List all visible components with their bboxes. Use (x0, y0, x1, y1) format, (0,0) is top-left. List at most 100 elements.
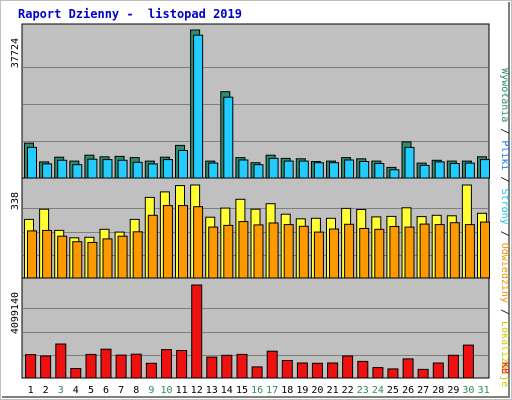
bar-odwiedziny-day-31 (480, 221, 490, 279)
bar-kb-day-22 (342, 355, 354, 379)
bar-odwiedziny-day-22 (344, 223, 355, 279)
x-axis-day-labels: 1 2 3 4 5 6 7 8 9 10 11 12 13 14 15 16 17 18 19 20 21 22 23 24 2… (28, 385, 490, 396)
bar-kb-day-24 (372, 367, 384, 379)
bar-odwiedziny-day-10 (162, 205, 173, 279)
bar-pliki-day-11 (178, 150, 188, 179)
bar-pliki-day-16 (253, 164, 264, 179)
legend-sites: Lokalizacje (499, 321, 510, 387)
bar-kb-day-18 (281, 360, 293, 379)
bar-odwiedziny-day-12 (193, 206, 204, 279)
bar-kb-day-9 (145, 362, 157, 379)
bar-pliki-day-10 (162, 159, 173, 179)
bars-traffic (25, 284, 474, 379)
tick-label-day-22: 22 (342, 385, 354, 396)
tick-label-day-11: 11 (176, 385, 188, 396)
tick-label-day-16: 16 (251, 385, 263, 396)
bar-kb-day-8 (130, 353, 142, 379)
bar-pliki-day-29 (449, 163, 460, 179)
bar-kb-day-21 (327, 362, 339, 379)
bar-kb-day-14 (221, 354, 233, 379)
bar-pliki-day-18 (283, 160, 294, 179)
bar-pliki-day-4 (72, 164, 83, 179)
bar-odwiedziny-day-17 (268, 222, 279, 279)
tick-label-day-25: 25 (387, 385, 399, 396)
bar-kb-day-20 (311, 362, 323, 379)
bar-pliki-day-25 (389, 169, 400, 179)
tick-label-day-12: 12 (191, 385, 203, 396)
bar-kb-day-2 (40, 355, 52, 379)
bar-odwiedziny-day-8 (132, 231, 143, 279)
bar-pliki-day-28 (434, 161, 445, 179)
bar-odwiedziny-day-5 (87, 242, 98, 279)
tick-label-day-18: 18 (281, 385, 293, 396)
tick-label-day-24: 24 (372, 385, 384, 396)
bar-pliki-day-27 (419, 164, 430, 179)
bar-odwiedziny-day-6 (102, 238, 113, 279)
bar-pliki-day-30 (464, 162, 475, 179)
bar-pliki-day-23 (359, 161, 370, 179)
bar-odwiedziny-day-7 (117, 235, 128, 279)
tick-label-day-14: 14 (221, 385, 233, 396)
bars-requests (24, 29, 490, 179)
bar-pliki-day-5 (87, 158, 98, 179)
bar-kb-day-5 (85, 353, 97, 379)
legend-requests: Wywołania / Pliki / Strony / Odwiedziny … (499, 26, 510, 400)
bar-kb-day-27 (417, 368, 429, 379)
bar-kb-day-3 (55, 343, 67, 379)
bar-kb-day-19 (296, 362, 308, 379)
bar-odwiedziny-day-13 (208, 226, 219, 279)
legend-hits: Wywołania (499, 68, 510, 122)
tick-label-day-2: 2 (43, 385, 49, 396)
tick-label-day-21: 21 (327, 385, 339, 396)
bar-odwiedziny-day-20 (313, 231, 324, 279)
bar-pliki-day-22 (344, 159, 355, 179)
tick-label-day-6: 6 (103, 385, 109, 396)
bar-kb-day-7 (115, 354, 127, 379)
tick-label-day-8: 8 (133, 385, 139, 396)
bar-kb-day-12 (191, 284, 203, 379)
bar-pliki-day-13 (208, 162, 219, 179)
bar-pliki-day-20 (313, 162, 324, 179)
bar-pliki-day-14 (223, 96, 234, 179)
max-label-traffic: 4099140 (10, 292, 21, 334)
bar-kb-day-1 (25, 354, 37, 379)
tick-label-day-23: 23 (357, 385, 369, 396)
bar-pliki-day-6 (102, 159, 113, 179)
svg-text:Wywołania / Pliki / Strony / O: Wywołania / Pliki / Strony / Odwiedziny … (499, 26, 510, 400)
bar-odwiedziny-day-4 (72, 241, 83, 279)
tick-label-day-4: 4 (73, 385, 79, 396)
bar-odwiedziny-day-27 (419, 223, 430, 279)
bar-odwiedziny-day-24 (374, 228, 385, 279)
bar-pliki-day-12 (193, 34, 204, 179)
chart-title: Raport Dzienny - listopad 2019 (18, 7, 242, 21)
bar-odwiedziny-day-23 (359, 228, 370, 279)
bar-kb-day-28 (432, 362, 444, 379)
bar-odwiedziny-day-28 (434, 224, 445, 279)
bar-kb-day-29 (447, 354, 459, 379)
bar-pliki-day-21 (329, 162, 339, 179)
bar-odwiedziny-day-25 (389, 226, 400, 279)
bar-kb-day-10 (161, 349, 172, 379)
legend-kb: KB (499, 362, 510, 374)
tick-label-day-27: 27 (417, 385, 429, 396)
tick-label-day-7: 7 (118, 385, 124, 396)
bar-pliki-day-1 (27, 146, 37, 179)
bar-odwiedziny-day-15 (238, 221, 249, 279)
bar-odwiedziny-day-16 (253, 224, 264, 279)
bar-odwiedziny-day-3 (57, 235, 68, 279)
tick-label-day-15: 15 (236, 385, 248, 396)
bar-kb-day-16 (251, 366, 263, 379)
bar-pliki-day-15 (238, 159, 249, 179)
tick-label-day-3: 3 (58, 385, 64, 396)
tick-label-day-1: 1 (28, 385, 34, 396)
bar-kb-day-26 (402, 358, 414, 379)
max-label-visits: 338 (10, 192, 21, 210)
bar-odwiedziny-day-19 (298, 225, 309, 279)
tick-label-day-28: 28 (432, 385, 444, 396)
bar-kb-day-30 (462, 344, 474, 379)
bar-odwiedziny-day-9 (147, 214, 158, 279)
bar-kb-day-25 (387, 368, 399, 379)
bar-odwiedziny-day-30 (464, 224, 475, 279)
bar-pliki-day-26 (404, 146, 415, 179)
